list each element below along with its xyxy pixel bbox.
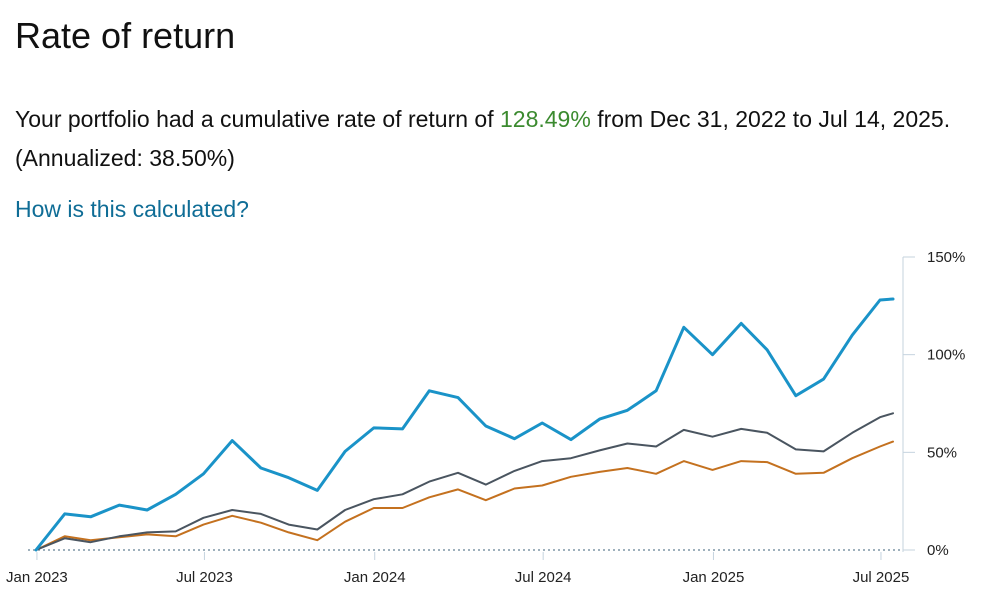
series-line-2 <box>35 412 894 551</box>
annualized-rate-value: 38.50% <box>149 145 228 171</box>
summary-suffix: ) <box>227 145 235 171</box>
x-tick-label: Jan 2025 <box>683 569 745 586</box>
y-tick-label: 150% <box>927 249 965 266</box>
return-summary: Your portfolio had a cumulative rate of … <box>15 100 975 178</box>
x-tick-label: Jan 2023 <box>6 569 68 586</box>
y-tick-label: 0% <box>927 542 949 559</box>
page-title: Rate of return <box>15 15 236 56</box>
series-line-3 <box>35 440 894 551</box>
how-calculated-link[interactable]: How is this calculated? <box>15 196 249 222</box>
x-tick-label: Jul 2025 <box>853 569 910 586</box>
summary-prefix: Your portfolio had a cumulative rate of … <box>15 106 500 132</box>
rate-of-return-chart: 0% 50% 100% 150% Jan 2023 Jul 2023 Jan 2024 Jul… <box>6 249 965 586</box>
x-tick-label: Jul 2023 <box>176 569 233 586</box>
y-tick-label: 100% <box>927 347 965 364</box>
y-tick-label: 50% <box>927 444 957 461</box>
summary-date-range: from Dec 31, 2022 to Jul 14, 2025. (Annu… <box>15 106 951 171</box>
cumulative-rate-value: 128.49% <box>500 106 591 132</box>
x-tick-label: Jan 2024 <box>344 569 406 586</box>
x-tick-label: Jul 2024 <box>515 569 572 586</box>
series-line-1 <box>34 297 895 552</box>
